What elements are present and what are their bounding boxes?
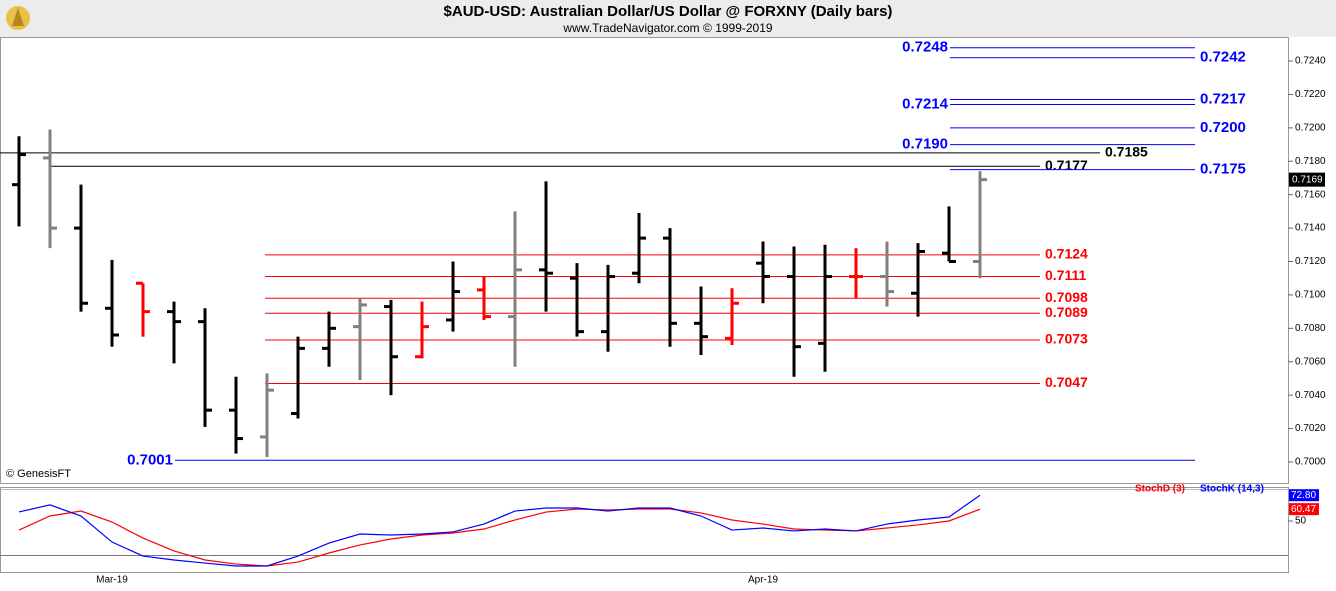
level-label: 0.7177 xyxy=(1045,157,1088,173)
y-tick-label: 0.7160 xyxy=(1295,189,1326,200)
y-tick-label: 0.7220 xyxy=(1295,89,1326,100)
level-label: 0.7111 xyxy=(1045,267,1086,283)
y-tick-label: 0.7100 xyxy=(1295,290,1326,301)
last-value-box xyxy=(1289,489,1319,502)
y-tick-label: 0.7020 xyxy=(1295,423,1326,434)
level-label: 0.7200 xyxy=(1200,119,1246,136)
level-label: 0.7185 xyxy=(1105,144,1148,160)
stoch-line xyxy=(18,494,981,567)
y-tick-label: 0.7060 xyxy=(1295,356,1326,367)
legend-entry: StochK (14,3) xyxy=(1200,484,1264,495)
y-tick-label: 0.7080 xyxy=(1295,323,1326,334)
last-price-label: 0.7169 xyxy=(1292,174,1323,185)
last-price-box xyxy=(1289,172,1325,187)
last-value-label: 60.47 xyxy=(1291,504,1316,515)
y-tick-label: 50 xyxy=(1295,516,1307,527)
x-tick-label: Apr-19 xyxy=(748,575,778,586)
stoch-panel xyxy=(0,487,1289,573)
y-tick-label: 0.7240 xyxy=(1295,56,1326,67)
level-label: 0.7175 xyxy=(1200,161,1246,178)
logo xyxy=(6,6,30,30)
level-label: 0.7124 xyxy=(1045,246,1088,262)
header-band xyxy=(0,0,1336,37)
level-label: 0.7190 xyxy=(902,136,948,153)
last-value-box xyxy=(1289,503,1319,516)
level-label: 0.7001 xyxy=(127,451,173,468)
last-value-label: 72.80 xyxy=(1291,490,1316,501)
chart-subtitle: www.TradeNavigator.com © 1999-2019 xyxy=(562,21,772,35)
y-tick-label: 0.7040 xyxy=(1295,390,1326,401)
y-tick-label: 0.7200 xyxy=(1295,123,1326,134)
x-tick-label: Mar-19 xyxy=(96,575,128,586)
level-label: 0.7098 xyxy=(1045,289,1088,305)
y-tick-label: 0.7000 xyxy=(1295,457,1326,468)
level-label: 0.7073 xyxy=(1045,331,1088,347)
level-label: 0.7047 xyxy=(1045,374,1088,390)
y-tick-label: 0.7180 xyxy=(1295,156,1326,167)
level-label: 0.7214 xyxy=(902,95,949,112)
y-tick-label: 0.7140 xyxy=(1295,223,1326,234)
level-label: 0.7242 xyxy=(1200,49,1246,66)
level-label: 0.7217 xyxy=(1200,90,1246,107)
credit: © GenesisFT xyxy=(6,468,71,480)
y-tick-label: 0.7120 xyxy=(1295,256,1326,267)
chart-title: $AUD-USD: Australian Dollar/US Dollar @ … xyxy=(444,3,893,20)
price-panel xyxy=(0,37,1289,484)
level-label: 0.7248 xyxy=(902,39,948,56)
legend-entry: StochD (3) xyxy=(1135,484,1185,495)
level-label: 0.7089 xyxy=(1045,304,1088,320)
